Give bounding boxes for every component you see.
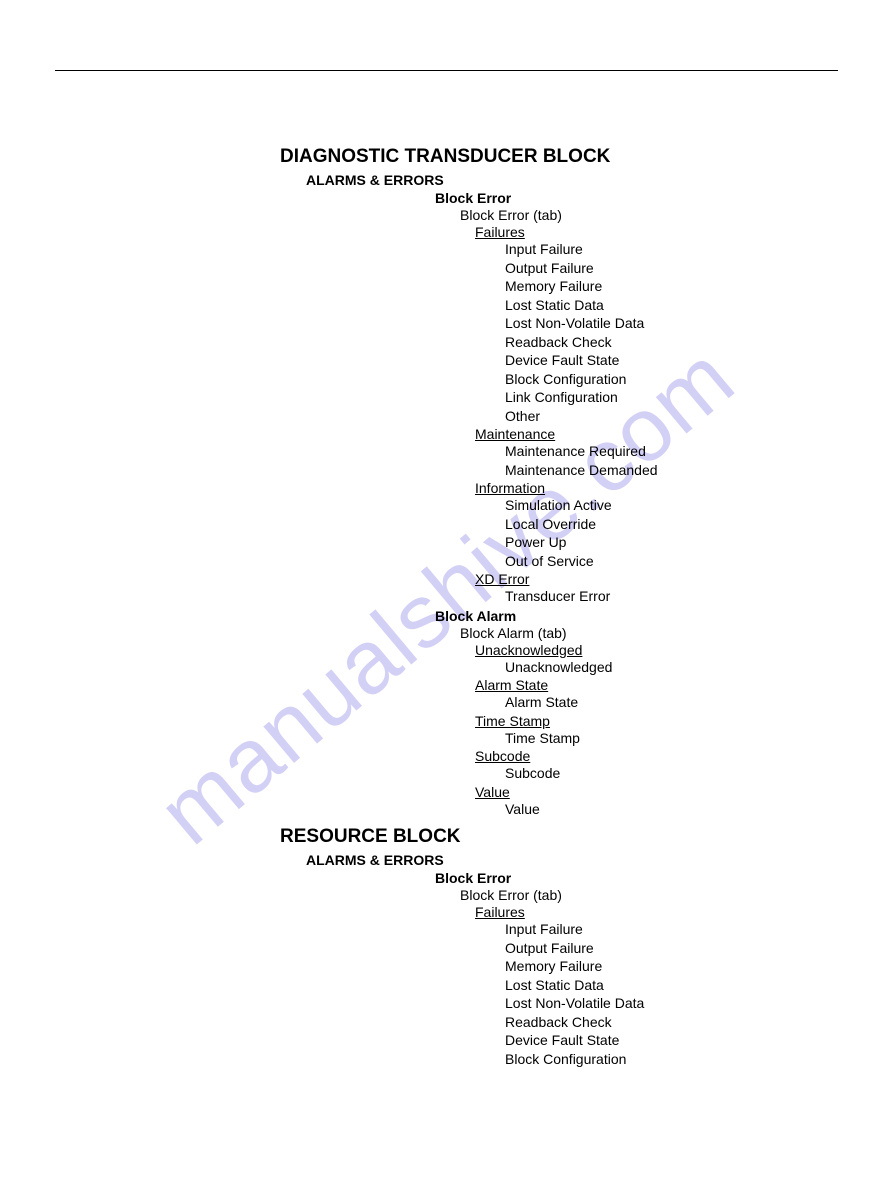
tree-item: Device Fault State xyxy=(505,1032,833,1050)
tree-item: Transducer Error xyxy=(505,588,833,606)
section-title: ALARMS & ERRORS xyxy=(306,852,833,868)
sub-title: Block Alarm xyxy=(435,608,833,624)
block-title: RESOURCE BLOCK xyxy=(280,826,833,848)
top-divider xyxy=(55,70,838,71)
tree-item: Readback Check xyxy=(505,334,833,352)
tree-item: Out of Service xyxy=(505,553,833,571)
tree-item: Lost Non-Volatile Data xyxy=(505,315,833,333)
tree-item: Memory Failure xyxy=(505,958,833,976)
tree-item: Other xyxy=(505,408,833,426)
tree-item: Maintenance Demanded xyxy=(505,462,833,480)
tree-item: Maintenance Required xyxy=(505,443,833,461)
tree-item: Time Stamp xyxy=(505,730,833,748)
tree-item: Input Failure xyxy=(505,921,833,939)
block-title: DIAGNOSTIC TRANSDUCER BLOCK xyxy=(280,146,833,168)
sub-title: Block Error xyxy=(435,870,833,886)
tree-item: Lost Static Data xyxy=(505,977,833,995)
tree-item: Local Override xyxy=(505,516,833,534)
section-title: ALARMS & ERRORS xyxy=(306,172,833,188)
document-tree: DIAGNOSTIC TRANSDUCER BLOCK ALARMS & ERR… xyxy=(280,140,833,1068)
group-failures: Failures xyxy=(475,224,833,240)
tree-item: Alarm State xyxy=(505,694,833,712)
tree-item: Output Failure xyxy=(505,260,833,278)
tree-item: Power Up xyxy=(505,534,833,552)
tab-label: Block Alarm (tab) xyxy=(460,625,833,641)
tree-item: Block Configuration xyxy=(505,1051,833,1069)
tree-item: Lost Static Data xyxy=(505,297,833,315)
group-subcode: Subcode xyxy=(475,748,833,764)
group-value: Value xyxy=(475,784,833,800)
tree-item: Output Failure xyxy=(505,940,833,958)
sub-title: Block Error xyxy=(435,190,833,206)
tab-label: Block Error (tab) xyxy=(460,887,833,903)
group-time-stamp: Time Stamp xyxy=(475,713,833,729)
group-xd-error: XD Error xyxy=(475,571,833,587)
group-unacknowledged: Unacknowledged xyxy=(475,642,833,658)
group-information: Information xyxy=(475,480,833,496)
group-maintenance: Maintenance xyxy=(475,426,833,442)
tree-item: Input Failure xyxy=(505,241,833,259)
tree-item: Device Fault State xyxy=(505,352,833,370)
tree-item: Simulation Active xyxy=(505,497,833,515)
tree-item: Lost Non-Volatile Data xyxy=(505,995,833,1013)
tree-item: Readback Check xyxy=(505,1014,833,1032)
tree-item: Unacknowledged xyxy=(505,659,833,677)
tab-label: Block Error (tab) xyxy=(460,207,833,223)
tree-item: Memory Failure xyxy=(505,278,833,296)
tree-item: Link Configuration xyxy=(505,389,833,407)
group-failures: Failures xyxy=(475,904,833,920)
group-alarm-state: Alarm State xyxy=(475,677,833,693)
tree-item: Value xyxy=(505,801,833,819)
tree-item: Block Configuration xyxy=(505,371,833,389)
tree-item: Subcode xyxy=(505,765,833,783)
